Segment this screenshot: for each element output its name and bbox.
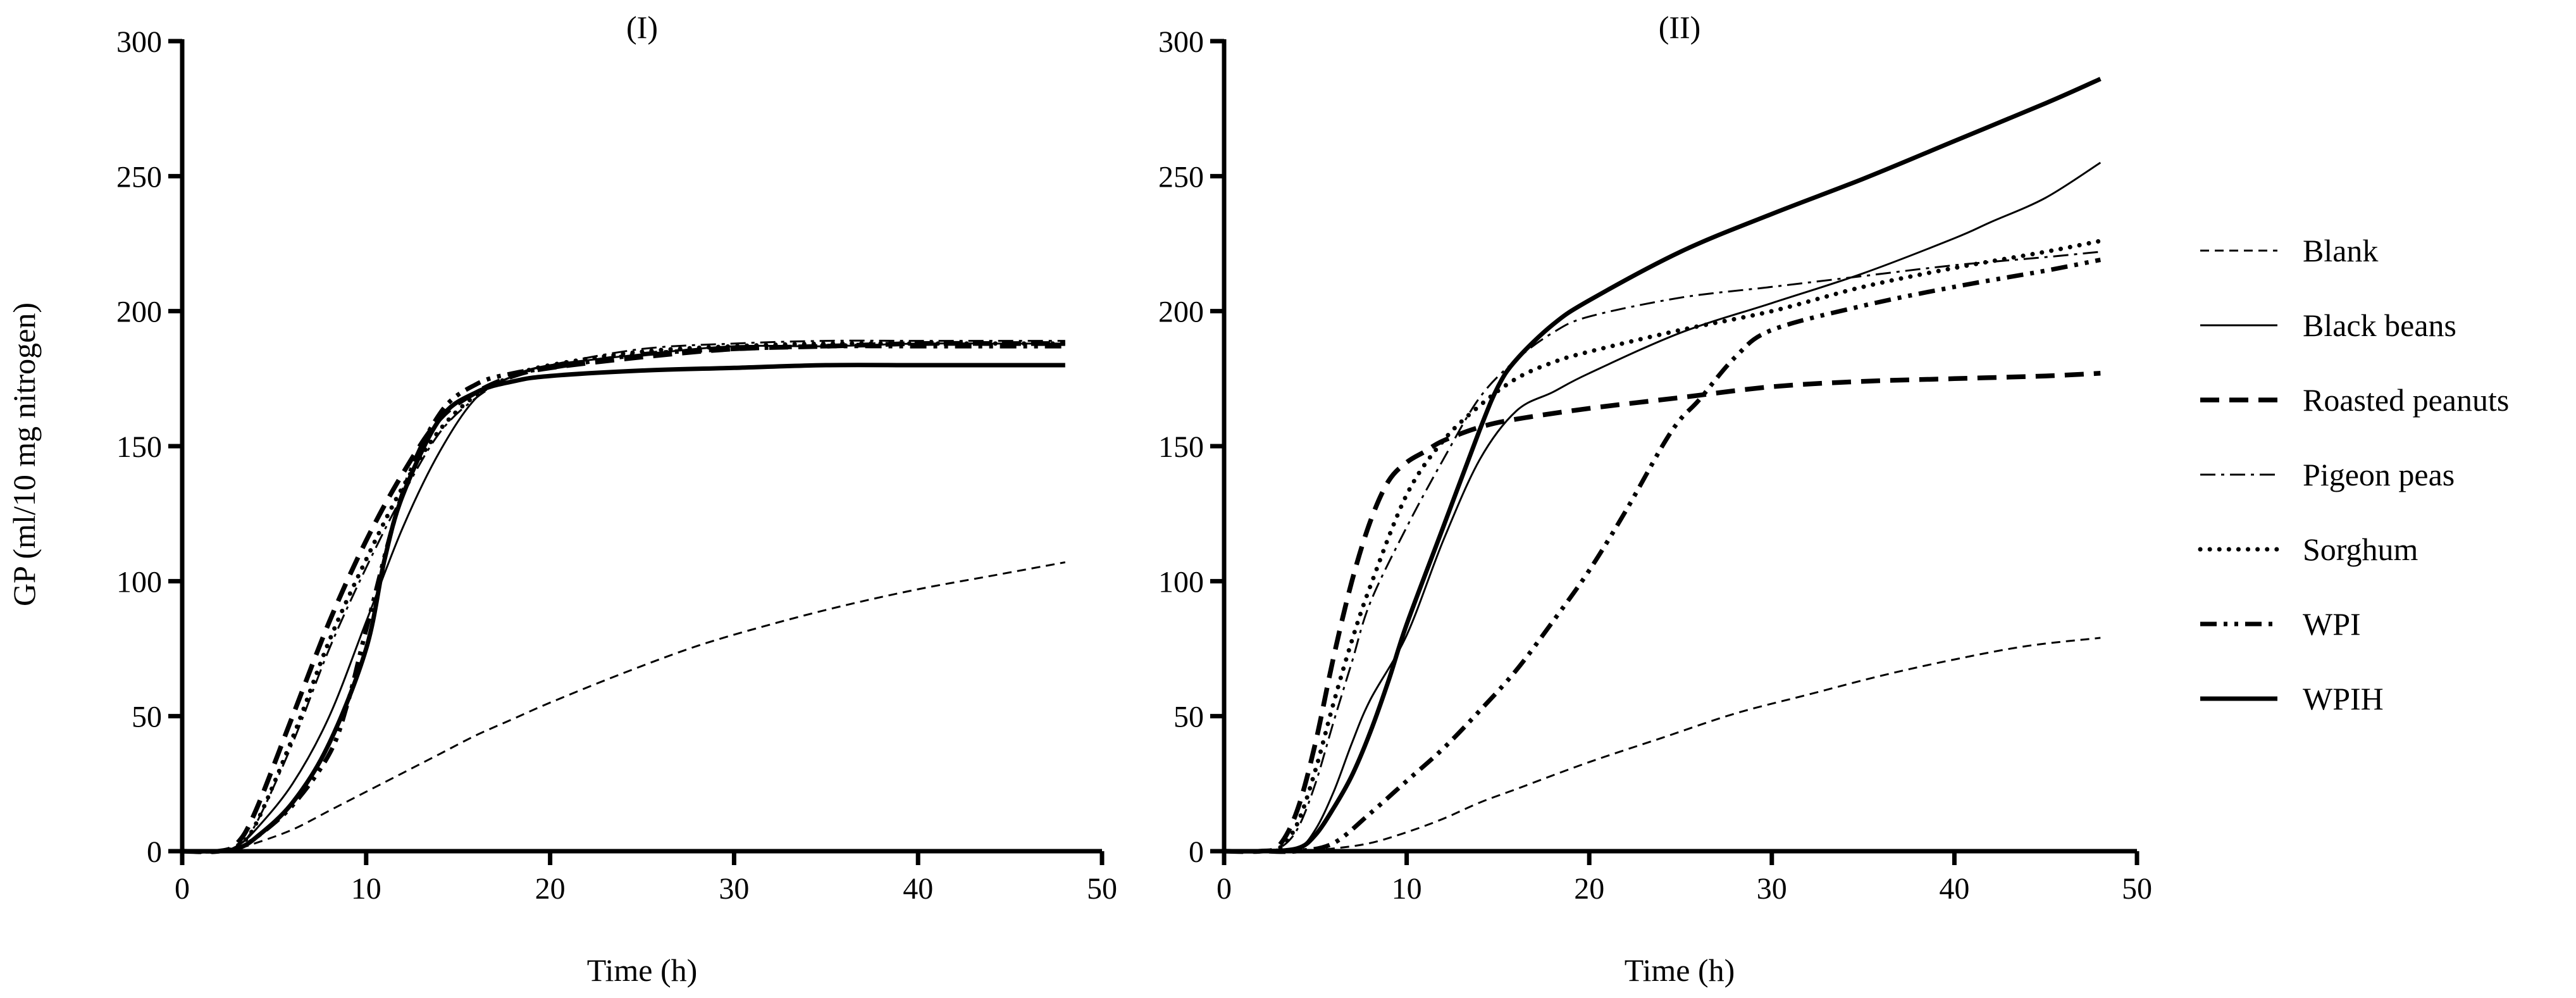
panel-ii-y-tick-label: 150 <box>1158 430 1204 464</box>
panel-i-series-roasted-peanuts <box>182 340 1065 854</box>
panel-i-y-tick-label: 150 <box>116 430 162 464</box>
panel-ii-y-tick-label: 100 <box>1158 565 1204 599</box>
panel-ii-series-sorghum <box>1222 239 2103 854</box>
panel-ii-title: (II) <box>1659 9 1701 45</box>
legend-label-blank: Blank <box>2303 233 2378 268</box>
panel-i-series-sorghum <box>180 341 1068 854</box>
panel-i-title: (I) <box>626 9 658 45</box>
panel-ii-x-tick-label: 10 <box>1392 872 1422 906</box>
y-axis-title: GP (ml/10 mg nitrogen) <box>6 303 42 606</box>
panel-ii-y-tick-label: 50 <box>1173 701 1204 734</box>
panel-i-series-wpih <box>182 363 1065 854</box>
panel-i-series-pigeon-peas <box>182 339 1065 853</box>
panel-ii-y-tick-label: 0 <box>1189 835 1204 869</box>
panel-i: (I) Time (h) GP (ml/10 mg nitrogen) 0 10 2… <box>6 9 1117 988</box>
panel-ii-series-blank <box>1223 637 2101 852</box>
panel-i-y-tick-label: 100 <box>116 565 162 599</box>
panel-ii-y-tick-label: 250 <box>1158 160 1204 194</box>
panel-i-x-tick-label: 0 <box>175 872 190 906</box>
panel-i-y-tick-label: 200 <box>116 296 162 329</box>
panel-i-x-tick-label: 20 <box>535 872 566 906</box>
panel-i-x-tick-label: 50 <box>1087 872 1117 906</box>
panel-ii-series-black-beans <box>1223 161 2102 852</box>
panel-ii-x-tick-label: 40 <box>1939 872 1969 906</box>
panel-i-x-tick-label: 40 <box>903 872 933 906</box>
legend: Blank Black beans Roasted peanuts Pigeon pe… <box>2198 233 2509 716</box>
panel-ii-x-tick-label: 0 <box>1217 872 1232 906</box>
panel-i-x-axis-title: Time (h) <box>587 952 698 988</box>
legend-label-black-beans: Black beans <box>2303 308 2456 343</box>
panel-i-series-wpi <box>182 344 1065 854</box>
panel-ii-x-tick-label: 50 <box>2122 872 2152 906</box>
panel-ii: (II) Time (h) 0 10 20 30 40 50 0 50 100 150 200 250… <box>1158 9 2152 988</box>
panel-ii-y-tick-label: 300 <box>1158 25 1204 59</box>
panel-ii-y-tick-label: 200 <box>1158 296 1204 329</box>
panel-i-y-tick-label: 50 <box>132 701 162 734</box>
panel-ii-series-wpih <box>1223 77 2102 854</box>
legend-label-sorghum: Sorghum <box>2303 532 2418 567</box>
panel-i-y-tick-label: 0 <box>147 835 162 869</box>
panel-i-x-tick-label: 10 <box>351 872 381 906</box>
panel-i-series-blank <box>182 561 1066 852</box>
panel-i-series-black-beans <box>182 342 1065 853</box>
panel-ii-x-axis-title: Time (h) <box>1625 952 1735 988</box>
panel-i-y-tick-label: 250 <box>116 160 162 194</box>
panel-ii-x-tick-label: 20 <box>1574 872 1604 906</box>
panel-i-x-tick-label: 30 <box>719 872 749 906</box>
panel-i-y-tick-label: 300 <box>116 25 162 59</box>
legend-label-roasted-peanuts: Roasted peanuts <box>2303 382 2509 418</box>
legend-label-wpih: WPIH <box>2303 681 2384 716</box>
legend-label-wpi: WPI <box>2303 606 2361 642</box>
legend-label-pigeon-peas: Pigeon peas <box>2303 457 2455 492</box>
panel-ii-x-tick-label: 30 <box>1757 872 1787 906</box>
panel-ii-series-pigeon-peas <box>1223 251 2101 852</box>
